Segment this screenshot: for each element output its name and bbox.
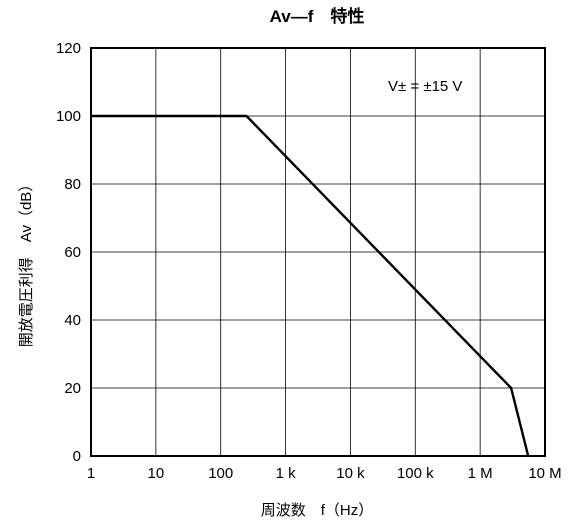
y-tick-label: 60: [64, 244, 81, 261]
y-tick-label: 40: [64, 312, 81, 329]
x-axis-title: 周波数 f（Hz）: [261, 502, 374, 519]
x-tick-label: 100: [208, 465, 233, 482]
y-tick-label: 0: [73, 448, 81, 465]
gain-curve: [91, 114, 530, 457]
x-tick-label: 1 k: [276, 465, 297, 482]
y-tick-label: 120: [56, 40, 81, 57]
plot-frame: [90, 47, 546, 457]
series-group: [91, 114, 530, 457]
y-tick-label: 100: [56, 108, 81, 125]
x-tick-labels: 1 10 100 1 k 10 k 100 k 1 M 10 M: [87, 465, 562, 482]
y-tick-label: 80: [64, 176, 81, 193]
grid: [90, 47, 546, 457]
x-tick-label: 1 M: [468, 465, 493, 482]
y-axis-title: 開放電圧利得 Av（dB）: [18, 177, 35, 348]
x-tick-label: 10 M: [528, 465, 561, 482]
supply-voltage-annotation: V± = ±15 V: [388, 78, 462, 95]
x-tick-label: 1: [87, 465, 95, 482]
x-tick-label: 100 k: [397, 465, 434, 482]
chart-title: Av—f 特性: [270, 6, 365, 26]
y-tick-labels: 0 20 40 60 80 100 120: [56, 40, 81, 465]
x-tick-label: 10: [148, 465, 165, 482]
y-tick-label: 20: [64, 380, 81, 397]
x-tick-label: 10 k: [336, 465, 365, 482]
